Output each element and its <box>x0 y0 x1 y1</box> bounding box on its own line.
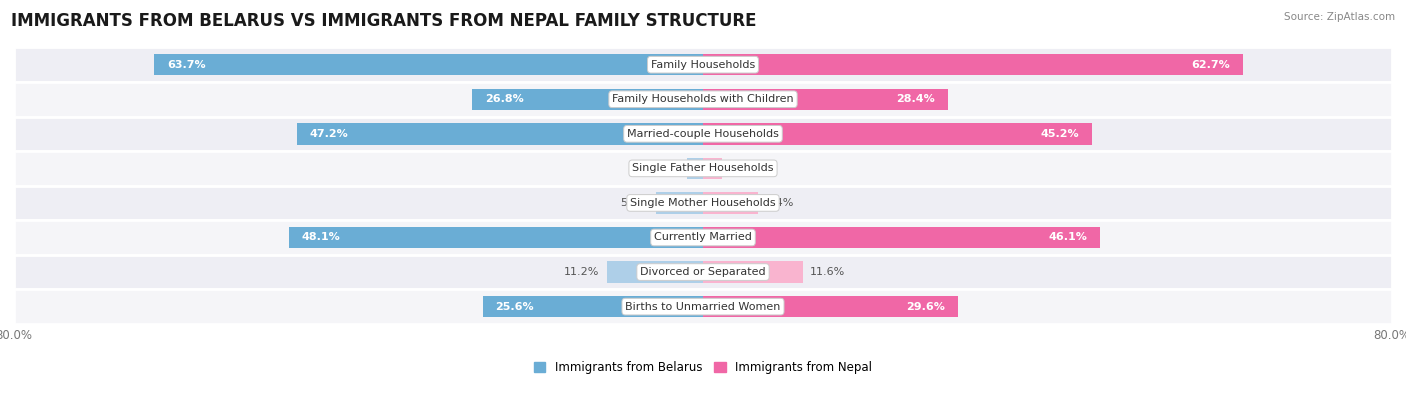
Bar <box>703 158 721 179</box>
Text: Divorced or Separated: Divorced or Separated <box>640 267 766 277</box>
Text: 28.4%: 28.4% <box>896 94 935 104</box>
Bar <box>703 192 758 214</box>
Bar <box>703 54 1243 75</box>
Text: 45.2%: 45.2% <box>1040 129 1080 139</box>
Text: 6.4%: 6.4% <box>765 198 793 208</box>
Bar <box>703 296 957 317</box>
Text: 11.2%: 11.2% <box>564 267 599 277</box>
Text: Family Households: Family Households <box>651 60 755 70</box>
Text: 25.6%: 25.6% <box>495 302 534 312</box>
Text: 2.2%: 2.2% <box>728 164 758 173</box>
Bar <box>14 255 1392 289</box>
Bar <box>703 123 1092 145</box>
Text: Married-couple Households: Married-couple Households <box>627 129 779 139</box>
Bar <box>14 289 1392 324</box>
Text: 48.1%: 48.1% <box>302 233 340 243</box>
Text: 62.7%: 62.7% <box>1191 60 1230 70</box>
Text: Births to Unmarried Women: Births to Unmarried Women <box>626 302 780 312</box>
Bar <box>14 47 1392 82</box>
Bar <box>155 54 703 75</box>
Bar <box>14 186 1392 220</box>
Text: 5.5%: 5.5% <box>620 198 648 208</box>
Text: 1.9%: 1.9% <box>651 164 679 173</box>
Legend: Immigrants from Belarus, Immigrants from Nepal: Immigrants from Belarus, Immigrants from… <box>529 356 877 379</box>
Text: 46.1%: 46.1% <box>1049 233 1087 243</box>
Bar <box>14 117 1392 151</box>
Text: 63.7%: 63.7% <box>167 60 205 70</box>
Bar <box>655 192 703 214</box>
Bar <box>606 261 703 283</box>
Bar <box>482 296 703 317</box>
Text: Source: ZipAtlas.com: Source: ZipAtlas.com <box>1284 12 1395 22</box>
Bar <box>14 82 1392 117</box>
Text: 29.6%: 29.6% <box>905 302 945 312</box>
Text: 11.6%: 11.6% <box>810 267 845 277</box>
Text: Single Father Households: Single Father Households <box>633 164 773 173</box>
Bar <box>703 227 1099 248</box>
Bar <box>14 220 1392 255</box>
Text: IMMIGRANTS FROM BELARUS VS IMMIGRANTS FROM NEPAL FAMILY STRUCTURE: IMMIGRANTS FROM BELARUS VS IMMIGRANTS FR… <box>11 12 756 30</box>
Text: Currently Married: Currently Married <box>654 233 752 243</box>
Bar <box>703 261 803 283</box>
Text: Family Households with Children: Family Households with Children <box>612 94 794 104</box>
Bar <box>686 158 703 179</box>
Bar <box>472 88 703 110</box>
Bar <box>297 123 703 145</box>
Bar <box>703 88 948 110</box>
Text: 26.8%: 26.8% <box>485 94 524 104</box>
Bar <box>288 227 703 248</box>
Bar <box>14 151 1392 186</box>
Text: 47.2%: 47.2% <box>309 129 349 139</box>
Text: Single Mother Households: Single Mother Households <box>630 198 776 208</box>
